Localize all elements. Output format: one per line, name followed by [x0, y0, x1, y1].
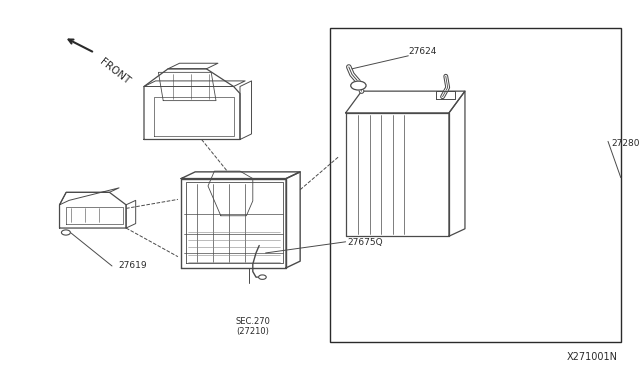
Bar: [330, 28, 621, 342]
Text: X271001N: X271001N: [566, 352, 618, 362]
Circle shape: [351, 81, 366, 90]
Text: 27675Q: 27675Q: [347, 238, 383, 247]
Text: SEC.270: SEC.270: [236, 317, 270, 326]
Circle shape: [259, 275, 266, 279]
Circle shape: [61, 230, 70, 235]
Text: 27624: 27624: [408, 47, 436, 56]
Text: 27280M: 27280M: [611, 139, 640, 148]
Text: FRONT: FRONT: [97, 57, 131, 86]
Text: 27619: 27619: [118, 262, 147, 270]
Text: (27210): (27210): [236, 327, 269, 336]
